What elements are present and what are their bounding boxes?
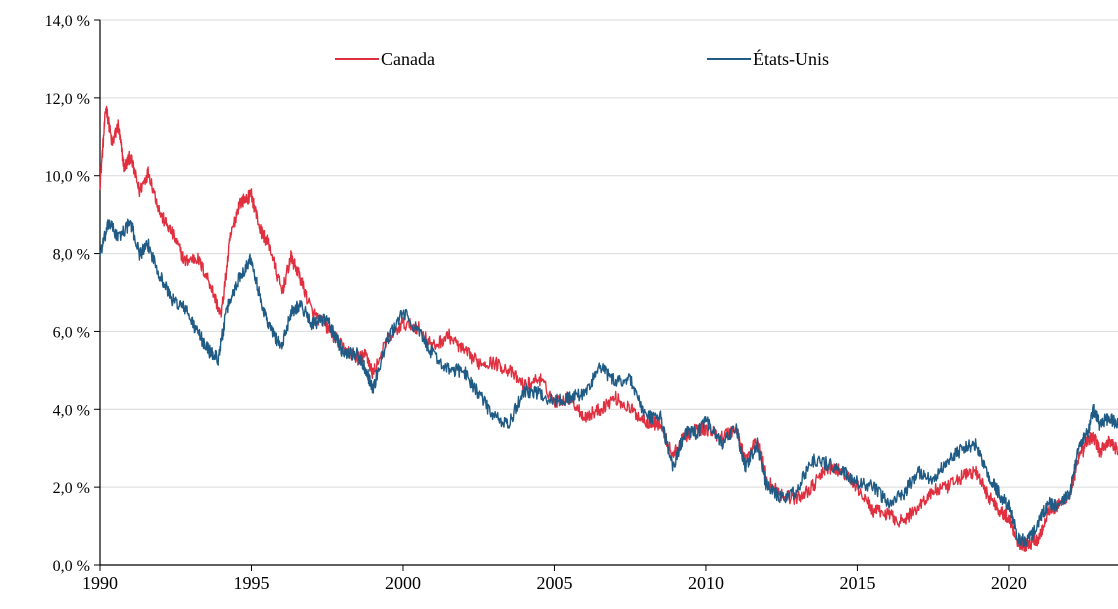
y-tick-label: 6,0 % <box>53 324 90 341</box>
legend: Canada États-Unis <box>335 48 829 69</box>
x-tick-label: 2010 <box>688 573 724 593</box>
axes: 0,0 % 2,0 % 4,0 % 6,0 % 8,0 % 10,0 % 12,0 % 14,… <box>45 13 1118 593</box>
y-tick-label: 12,0 % <box>45 91 90 108</box>
y-tick-label: 8,0 % <box>53 247 90 264</box>
series-layer <box>99 105 1118 552</box>
gridlines <box>100 19 1118 488</box>
x-tick-label: 2015 <box>839 573 875 593</box>
x-tick-label: 2020 <box>991 573 1027 593</box>
y-tick-label: 4,0 % <box>53 402 90 419</box>
y-tick-label: 2,0 % <box>53 480 90 497</box>
y-tick-label: 0,0 % <box>53 558 90 575</box>
series-line-etats-unis <box>99 218 1118 548</box>
x-tick-label: 1995 <box>233 573 269 593</box>
x-tick-label: 2005 <box>536 573 572 593</box>
x-tick-label: 2000 <box>385 573 421 593</box>
legend-label: États-Unis <box>753 48 829 69</box>
y-tick-label: 10,0 % <box>45 169 90 186</box>
legend-label: Canada <box>381 49 435 69</box>
series-line-canada <box>99 105 1118 552</box>
x-tick-label: 1990 <box>82 573 118 593</box>
y-tick-label: 14,0 % <box>45 13 90 30</box>
